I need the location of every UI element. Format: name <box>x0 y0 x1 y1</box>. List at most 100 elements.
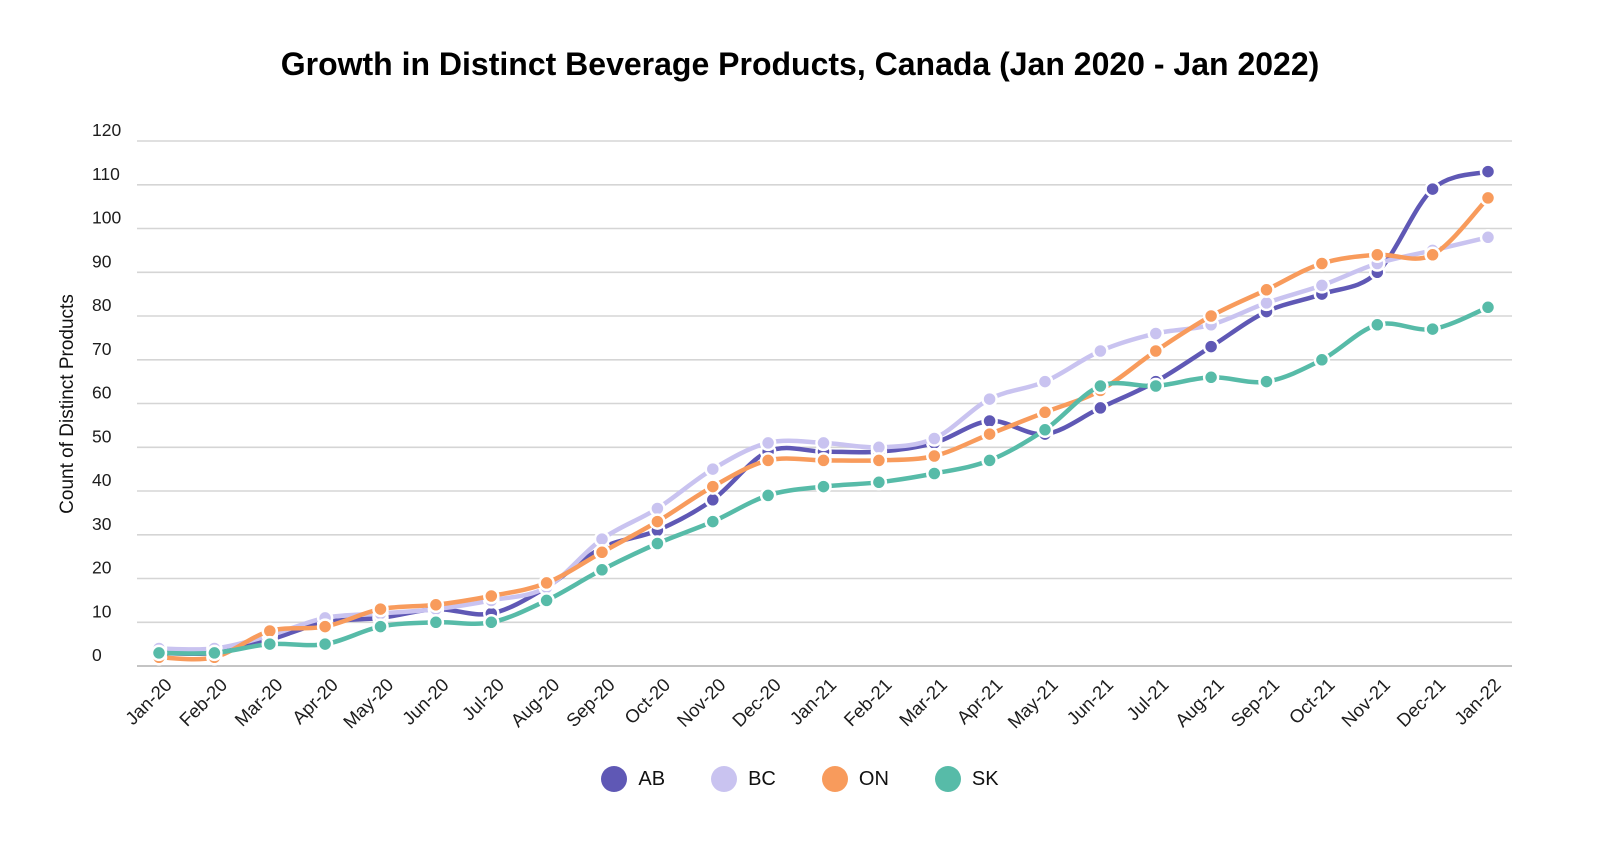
legend-label-AB: AB <box>638 767 666 790</box>
data-point-AB-Dec-21 <box>1424 180 1441 198</box>
data-point-ON-Dec-20 <box>759 452 777 469</box>
data-point-AB-Aug-21 <box>1202 338 1220 355</box>
x-tick-label-Feb-20: Feb-20 <box>175 674 231 730</box>
data-point-ON-Jul-20 <box>483 587 500 605</box>
x-tick-label-Feb-21: Feb-21 <box>839 674 895 730</box>
data-point-AB-Jan-22 <box>1479 163 1497 180</box>
data-point-SK-Oct-21 <box>1313 351 1331 369</box>
data-point-SK-Jun-21 <box>1092 377 1109 395</box>
series-AB <box>150 163 1497 662</box>
x-tick-label-Apr-20: Apr-20 <box>288 674 342 728</box>
data-point-SK-Nov-20 <box>704 513 722 530</box>
legend-item-SK: SK <box>934 766 999 792</box>
x-tick-label-Nov-21: Nov-21 <box>1337 674 1394 731</box>
data-point-BC-Sep-20 <box>593 530 611 548</box>
x-tick-label-Apr-21: Apr-21 <box>952 674 1006 728</box>
legend-label-SK: SK <box>971 767 999 790</box>
y-tick-label-70: 70 <box>92 339 112 359</box>
data-point-ON-Aug-20 <box>538 574 555 592</box>
data-point-SK-Jul-20 <box>483 614 500 631</box>
data-point-ON-Jan-22 <box>1479 189 1497 207</box>
data-point-ON-Mar-21 <box>926 447 943 465</box>
data-point-BC-Jan-22 <box>1479 229 1497 246</box>
legend-item-AB: AB <box>601 766 665 792</box>
data-point-SK-May-21 <box>1036 421 1054 439</box>
chart-legend: AB BC ON SK <box>0 766 1600 792</box>
data-point-SK-Aug-21 <box>1202 369 1220 386</box>
data-point-BC-Mar-21 <box>926 430 943 447</box>
data-point-ON-May-21 <box>1036 404 1054 421</box>
data-point-BC-May-21 <box>1036 373 1054 390</box>
y-tick-label-50: 50 <box>92 426 112 446</box>
y-tick-label-60: 60 <box>92 383 112 403</box>
y-tick-label-110: 110 <box>92 164 120 184</box>
data-point-ON-Nov-20 <box>704 478 722 495</box>
data-point-ON-Sep-20 <box>593 544 611 561</box>
data-point-SK-Feb-20 <box>206 644 223 662</box>
y-tick-label-20: 20 <box>92 558 112 578</box>
x-tick-label-Dec-20: Dec-20 <box>728 674 785 731</box>
x-tick-label-Jul-20: Jul-20 <box>458 674 508 724</box>
y-tick-label-100: 100 <box>92 208 121 228</box>
data-point-ON-Aug-21 <box>1202 307 1220 325</box>
data-point-SK-Jun-20 <box>427 614 445 631</box>
legend-swatch-ON <box>821 766 848 792</box>
data-point-SK-Dec-20 <box>759 487 777 504</box>
legend-item-ON: ON <box>821 766 889 792</box>
data-point-SK-Mar-20 <box>261 635 279 653</box>
y-tick-label-30: 30 <box>92 514 112 534</box>
legend-swatch-BC <box>711 766 738 792</box>
data-point-ON-Apr-21 <box>981 425 998 443</box>
data-point-ON-Apr-20 <box>316 618 334 635</box>
data-point-BC-Jun-21 <box>1092 342 1109 360</box>
data-point-SK-Jan-21 <box>815 478 832 495</box>
data-point-SK-Feb-21 <box>870 474 888 491</box>
x-tick-label-Sep-21: Sep-21 <box>1226 674 1283 731</box>
series-ON <box>150 189 1497 666</box>
x-tick-label-Mar-21: Mar-21 <box>895 674 951 730</box>
data-point-SK-Dec-21 <box>1424 320 1441 338</box>
x-tick-label-May-21: May-21 <box>1003 674 1061 732</box>
legend-item-BC: BC <box>711 766 776 792</box>
series-line-ON <box>156 195 1491 662</box>
legend-swatch-SK <box>934 766 961 792</box>
y-tick-label-80: 80 <box>92 295 112 315</box>
data-point-BC-Nov-20 <box>704 460 722 478</box>
x-tick-label-Aug-21: Aug-21 <box>1171 674 1228 731</box>
data-point-ON-Jul-21 <box>1147 342 1165 360</box>
x-tick-label-Jul-21: Jul-21 <box>1122 674 1172 724</box>
data-point-BC-Jan-21 <box>815 434 832 452</box>
chart-title: Growth in Distinct Beverage Products, Ca… <box>280 46 1320 82</box>
data-point-ON-Oct-21 <box>1313 255 1331 272</box>
data-point-ON-Dec-21 <box>1424 246 1441 264</box>
data-point-SK-Sep-21 <box>1258 373 1275 390</box>
series-SK <box>150 299 1497 662</box>
data-point-AB-Nov-20 <box>704 491 722 509</box>
x-tick-label-Oct-21: Oct-21 <box>1285 674 1339 728</box>
data-point-SK-Apr-21 <box>981 452 998 469</box>
data-point-SK-Oct-20 <box>649 535 666 552</box>
legend-label-BC: BC <box>748 767 776 790</box>
x-tick-label-Nov-20: Nov-20 <box>673 674 730 731</box>
data-point-BC-Dec-20 <box>759 434 777 452</box>
y-tick-label-120: 120 <box>92 120 121 140</box>
x-tick-label-Sep-20: Sep-20 <box>562 674 619 731</box>
x-tick-label-Oct-20: Oct-20 <box>620 674 674 728</box>
x-tick-label-Dec-21: Dec-21 <box>1392 674 1449 731</box>
y-tick-label-40: 40 <box>92 470 112 490</box>
data-point-ON-Feb-21 <box>870 452 888 469</box>
data-point-SK-Nov-21 <box>1369 316 1386 334</box>
data-point-ON-Nov-21 <box>1369 246 1386 264</box>
data-point-SK-Jan-22 <box>1479 299 1497 316</box>
x-tick-label-Jan-21: Jan-21 <box>785 674 840 729</box>
data-point-SK-Jan-20 <box>150 644 168 662</box>
x-tick-label-Mar-20: Mar-20 <box>230 674 286 730</box>
x-tick-label-Aug-20: Aug-20 <box>506 674 563 731</box>
y-tick-label-10: 10 <box>92 601 112 621</box>
x-tick-label-Jan-22: Jan-22 <box>1450 674 1505 729</box>
y-tick-label-0: 0 <box>92 645 102 665</box>
x-tick-label-Jan-20: Jan-20 <box>121 674 176 729</box>
data-point-BC-Jul-21 <box>1147 325 1165 342</box>
